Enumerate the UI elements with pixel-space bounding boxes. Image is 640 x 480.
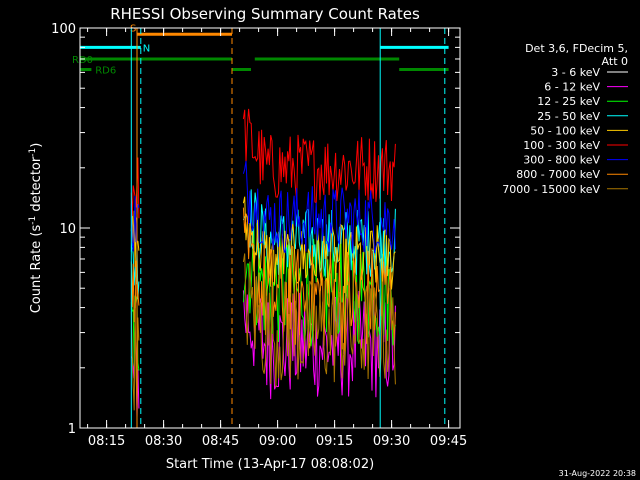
legend-label-8: 7000 - 15000 keV [502, 183, 600, 196]
axis-layer: 08:15 08:30 08:45 09:00 09:15 09:30 09:45 1 10 10… [51, 22, 467, 449]
legend-header-line-2: Att 0 [602, 55, 628, 68]
legend-label-5: 100 - 300 keV [523, 139, 600, 152]
y-axis-label: Count Rate (s-1 detector-1) [28, 143, 44, 314]
flag-label-3: RD6 [95, 66, 116, 77]
footer-date: 31-Aug-2022 20:38 [559, 469, 636, 478]
x-tick-label-2: 08:45 [202, 434, 239, 449]
series-4 [130, 196, 396, 294]
flag-label-0: S [130, 23, 136, 34]
x-tick-label-0: 08:15 [88, 434, 125, 449]
legend-label-2: 12 - 25 keV [537, 95, 600, 108]
data-layer [130, 108, 396, 418]
x-axis-label: Start Time (13-Apr-17 08:08:02) [166, 457, 374, 472]
y-axis-label-sup2: -1 [28, 148, 38, 157]
y-axis-label-tail: detector [29, 156, 44, 216]
y-tick-label-1: 10 [59, 222, 76, 237]
legend-label-4: 50 - 100 keV [530, 124, 600, 137]
y-tick-label-0: 1 [68, 422, 76, 437]
y-axis-label-sup: -1 [28, 216, 38, 225]
x-tick-label-4: 09:15 [316, 434, 353, 449]
legend: Det 3,6, FDecim 5, Att 0 3 - 6 keV 6 - 12… [502, 42, 628, 196]
legend-label-1: 6 - 12 keV [544, 81, 600, 94]
x-tick-label-3: 09:00 [259, 434, 296, 449]
series-6 [130, 160, 396, 254]
y-axis-label-main: Count Rate (s [29, 225, 44, 314]
legend-label-3: 25 - 50 keV [537, 110, 600, 123]
x-tick-label-1: 08:30 [145, 434, 182, 449]
chart-title: RHESSI Observing Summary Count Rates [110, 5, 420, 23]
flag-label-2: RD0 [72, 55, 93, 66]
legend-label-7: 800 - 7000 keV [516, 168, 600, 181]
flag-label-1: N [143, 43, 150, 54]
series-8 [130, 253, 396, 411]
legend-header-line-1: Det 3,6, FDecim 5, [525, 42, 628, 55]
y-axis-label-close: ) [29, 143, 44, 148]
legend-label-6: 300 - 800 keV [523, 154, 600, 167]
y-tick-label-2: 100 [51, 22, 76, 37]
x-tick-label-5: 09:30 [373, 434, 410, 449]
legend-label-0: 3 - 6 keV [551, 66, 600, 79]
x-tick-label-6: 09:45 [430, 434, 467, 449]
